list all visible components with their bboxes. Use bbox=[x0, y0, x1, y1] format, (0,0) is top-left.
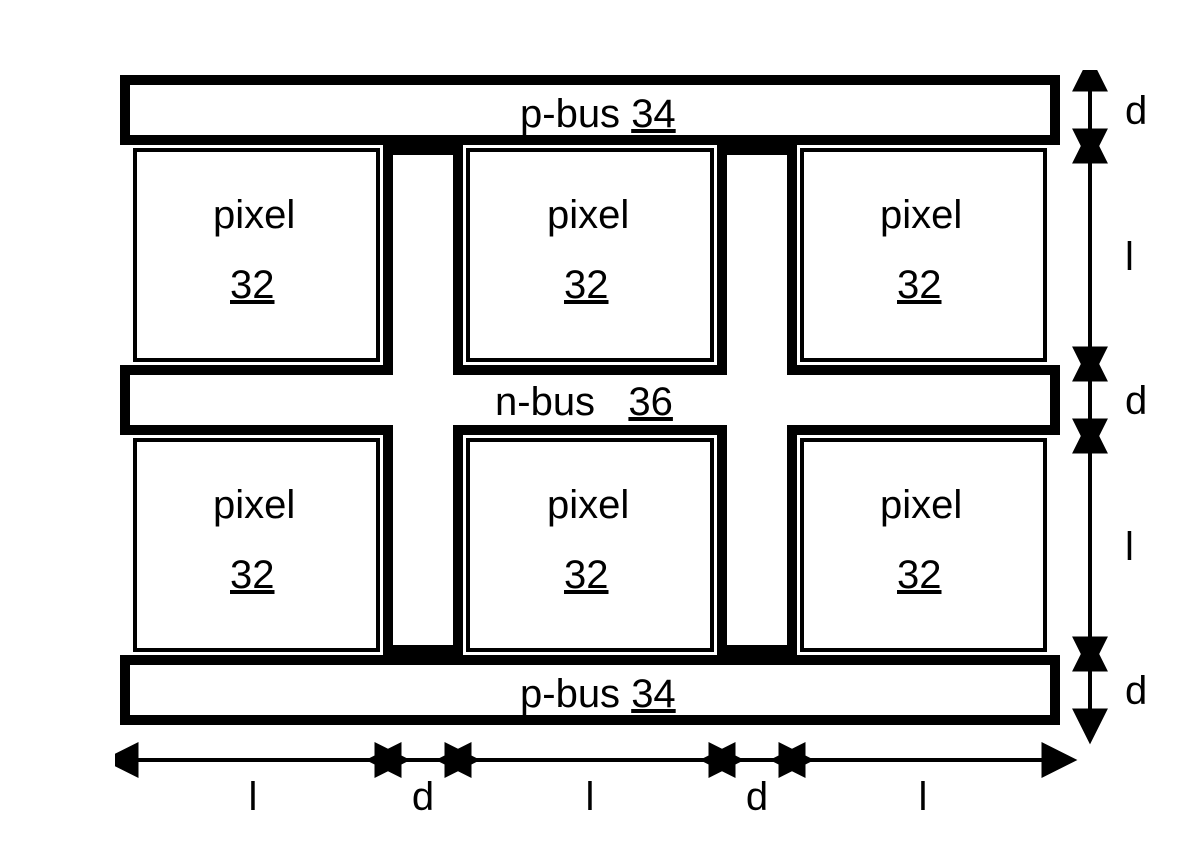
svg-text:d: d bbox=[412, 775, 434, 819]
pixel-ref: 32 bbox=[230, 553, 275, 597]
dim-h2: d bbox=[398, 760, 448, 819]
pixel-r1c1: pixel 32 bbox=[135, 150, 378, 360]
pixel-label: pixel bbox=[547, 483, 629, 527]
svg-text:l: l bbox=[249, 775, 258, 819]
pixel-label: pixel bbox=[213, 483, 295, 527]
dim-v4: l bbox=[1090, 450, 1134, 640]
svg-text:d: d bbox=[1125, 379, 1147, 423]
dim-v2: l bbox=[1090, 160, 1134, 350]
pixel-label: pixel bbox=[880, 193, 962, 237]
p-bus-top-label: p-bus 34 bbox=[520, 92, 676, 136]
pixel-ref: 32 bbox=[897, 263, 942, 307]
svg-text:d: d bbox=[746, 775, 768, 819]
dim-v1: d bbox=[1090, 88, 1147, 133]
pixel-label: pixel bbox=[880, 483, 962, 527]
pixel-r2c2: pixel 32 bbox=[468, 440, 712, 650]
pixel-ref: 32 bbox=[230, 263, 275, 307]
pixel-r1c3: pixel 32 bbox=[802, 150, 1045, 360]
svg-text:l: l bbox=[1125, 525, 1134, 569]
svg-text:l: l bbox=[1125, 235, 1134, 279]
pixel-ref: 32 bbox=[564, 553, 609, 597]
pixel-label: pixel bbox=[213, 193, 295, 237]
dim-h3: l bbox=[468, 760, 712, 819]
pixel-ref: 32 bbox=[897, 553, 942, 597]
pixel-ref: 32 bbox=[564, 263, 609, 307]
pixel-label: pixel bbox=[547, 193, 629, 237]
svg-text:l: l bbox=[586, 775, 595, 819]
svg-text:l: l bbox=[919, 775, 928, 819]
svg-text:d: d bbox=[1125, 669, 1147, 713]
n-bus-label: n-bus 36 bbox=[495, 380, 673, 424]
dim-h4: d bbox=[732, 760, 782, 819]
dim-h1: l bbox=[135, 760, 378, 819]
p-bus-bottom-label: p-bus 34 bbox=[520, 672, 676, 716]
pixel-bus-diagram: p-bus 34 p-bus 34 n-bus 36 pixel 32 pixe… bbox=[115, 70, 1045, 710]
pixel-r2c1: pixel 32 bbox=[135, 440, 378, 650]
dim-v3: d bbox=[1090, 378, 1147, 423]
dim-v5: d bbox=[1090, 668, 1147, 713]
pixel-r2c3: pixel 32 bbox=[802, 440, 1045, 650]
svg-text:d: d bbox=[1125, 89, 1147, 133]
pixel-r1c2: pixel 32 bbox=[468, 150, 712, 360]
dim-h5: l bbox=[802, 760, 1045, 819]
